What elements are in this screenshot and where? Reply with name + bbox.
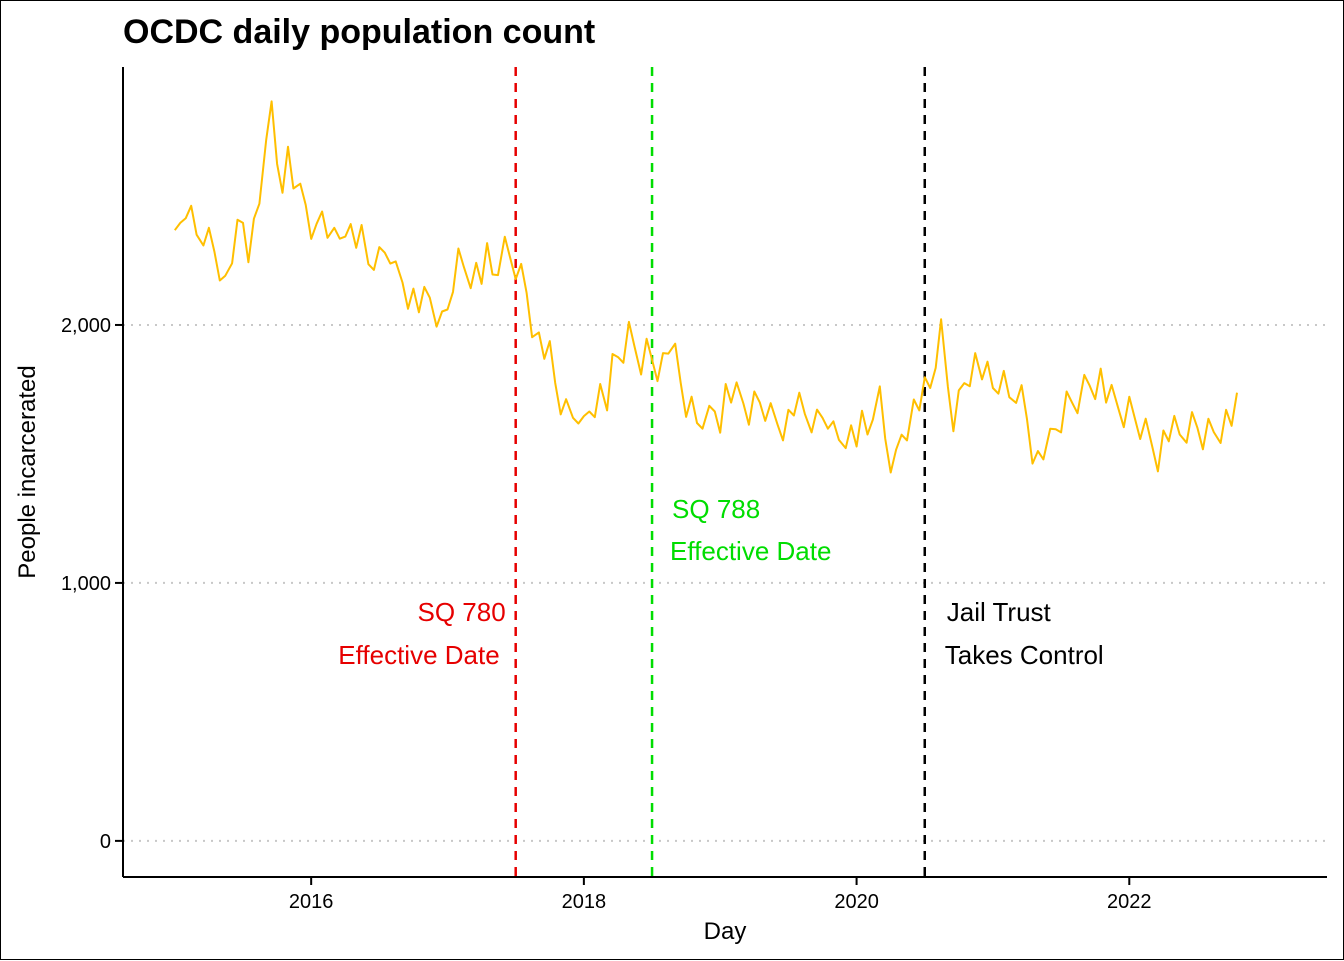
event-label-line2: Effective Date [670,536,831,566]
x-tick-label: 2020 [834,891,879,913]
y-axis-title: People incarcerated [14,365,41,578]
event-lines [514,67,927,877]
x-tick-label: 2022 [1107,891,1152,913]
event-label-line2: Effective Date [338,640,499,670]
y-ticks: 0 1,000 2,000 [61,315,123,853]
x-tick-label: 2018 [562,891,607,913]
grid-lines [123,323,1327,842]
event-label-line2: Takes Control [945,640,1104,670]
chart-title: OCDC daily population count [123,13,595,51]
event-label-line1: Jail Trust [947,597,1052,627]
x-axis-title: Day [704,918,747,945]
x-tick-label: 2016 [289,891,334,913]
event-label-line1: SQ 788 [672,494,760,524]
y-tick-label: 1,000 [61,573,111,595]
event-label-line1: SQ 780 [418,597,506,627]
series-group [174,100,1238,474]
x-ticks: 2016 2018 2020 2022 [289,877,1152,913]
y-tick-label: 0 [100,831,111,853]
event-annotations: SQ 780 Effective Date SQ 788 Effective Date… [338,494,1103,670]
series-line [174,100,1238,474]
y-tick-label: 2,000 [61,315,111,337]
